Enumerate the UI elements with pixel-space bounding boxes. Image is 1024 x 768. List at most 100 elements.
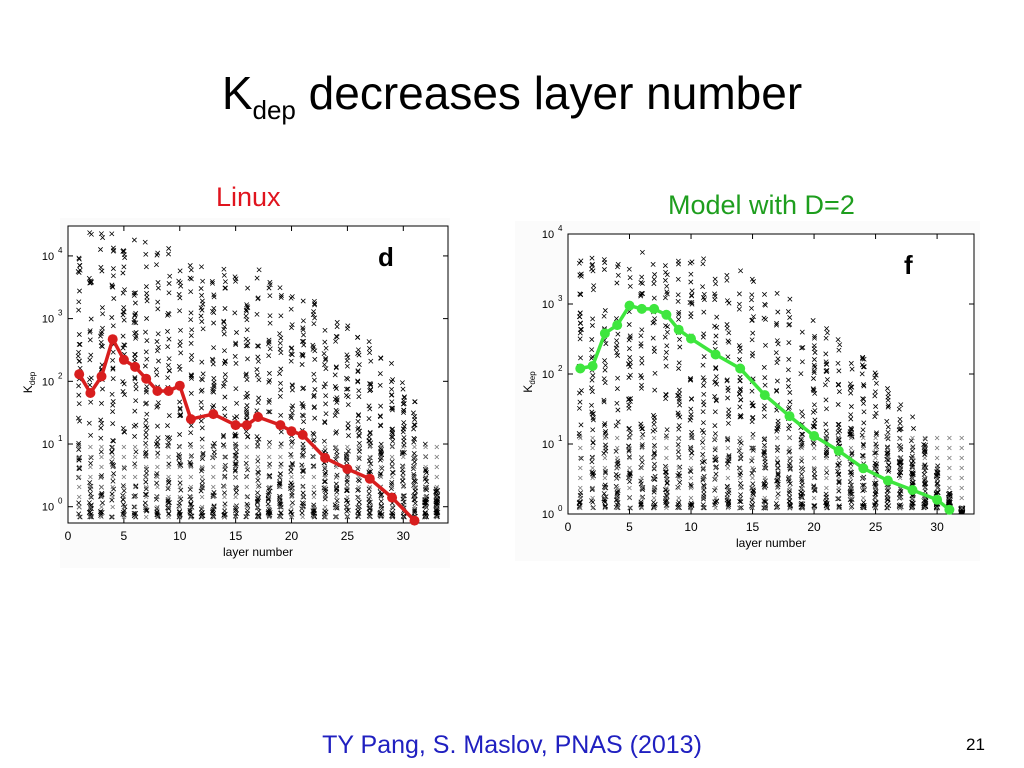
scatter-point	[401, 394, 407, 400]
scatter-point	[243, 336, 249, 342]
scatter-point	[614, 338, 620, 344]
scatter-point	[99, 514, 104, 520]
scatter-point	[243, 514, 249, 520]
scatter-point	[355, 368, 361, 374]
scatter-point	[412, 510, 417, 516]
scatter-point	[333, 364, 339, 370]
scatter-point	[775, 481, 781, 487]
scatter-point	[602, 308, 608, 313]
scatter-point	[333, 338, 339, 344]
scatter-point	[664, 495, 669, 501]
scatter-point	[824, 475, 829, 481]
scatter-point	[410, 410, 416, 416]
scatter-point	[774, 445, 780, 451]
scatter-point	[811, 376, 816, 381]
scatter-point	[278, 461, 284, 467]
y-tick-exponent: 3	[58, 309, 63, 318]
scatter-point	[613, 448, 619, 454]
scatter-point	[121, 444, 127, 450]
scatter-point	[872, 393, 878, 399]
y-tick-label: 10	[42, 251, 54, 263]
scatter-point	[922, 455, 928, 461]
scatter-point	[750, 403, 756, 409]
scatter-point	[724, 277, 730, 283]
scatter-point	[401, 514, 406, 520]
scatter-point	[132, 312, 138, 318]
scatter-point	[200, 450, 206, 456]
scatter-point	[255, 354, 261, 360]
scatter-point	[762, 301, 768, 307]
scatter-point	[312, 348, 318, 354]
scatter-point	[155, 435, 161, 441]
scatter-point	[811, 387, 816, 393]
scatter-point	[88, 474, 93, 480]
series-point	[141, 373, 152, 384]
scatter-point	[77, 288, 82, 294]
scatter-point	[311, 494, 317, 500]
scatter-point	[109, 282, 115, 288]
scatter-point	[166, 474, 171, 480]
scatter-point	[576, 431, 582, 436]
scatter-point	[378, 454, 384, 460]
scatter-point	[947, 495, 952, 501]
scatter-point	[368, 461, 374, 467]
scatter-point	[639, 435, 645, 441]
scatter-point	[934, 465, 940, 471]
scatter-point	[166, 368, 172, 374]
scatter-point	[133, 386, 139, 392]
scatter-point	[366, 469, 372, 475]
scatter-point	[188, 513, 194, 519]
scatter-point	[233, 484, 238, 490]
scatter-point	[311, 484, 317, 490]
scatter-point	[165, 312, 170, 318]
scatter-point	[798, 500, 804, 506]
scatter-point	[345, 402, 351, 408]
scatter-point	[724, 461, 730, 467]
scatter-point	[289, 325, 294, 331]
scatter-point	[322, 494, 328, 500]
scatter-point	[233, 360, 239, 366]
scatter-point	[142, 363, 148, 369]
scatter-point	[255, 458, 261, 464]
scatter-point	[762, 382, 768, 388]
scatter-point	[322, 381, 328, 387]
scatter-point	[199, 504, 205, 510]
scatter-point	[800, 345, 806, 350]
scatter-point	[910, 465, 915, 471]
scatter-point	[312, 415, 318, 421]
scatter-point	[133, 333, 139, 339]
scatter-point	[366, 458, 372, 464]
scatter-point	[378, 464, 384, 470]
scatter-point	[688, 483, 694, 489]
scatter-point	[210, 361, 216, 367]
scatter-point	[676, 366, 682, 371]
scatter-point	[188, 464, 194, 470]
scatter-point	[244, 454, 250, 460]
scatter-point	[356, 352, 362, 358]
scatter-point	[244, 504, 250, 510]
scatter-point	[848, 360, 854, 366]
x-tick-label: 0	[65, 529, 72, 543]
scatter-point	[166, 444, 171, 450]
scatter-point	[627, 495, 632, 501]
scatter-point	[243, 313, 249, 319]
scatter-point	[233, 490, 239, 495]
scatter-point	[300, 494, 305, 500]
scatter-point	[401, 494, 406, 500]
scatter-point	[774, 338, 780, 344]
series-point	[342, 464, 353, 474]
scatter-point	[256, 395, 262, 401]
scatter-point	[700, 409, 706, 415]
scatter-point	[811, 467, 817, 473]
scatter-point	[627, 455, 632, 461]
scatter-point	[199, 319, 205, 324]
scatter-point	[132, 474, 138, 480]
scatter-point	[109, 497, 115, 503]
scatter-point	[664, 329, 670, 335]
scatter-point	[725, 354, 731, 360]
scatter-point	[211, 310, 217, 316]
scatter-point	[188, 496, 194, 502]
scatter-point	[254, 500, 260, 506]
scatter-point	[873, 484, 879, 490]
series-point	[784, 411, 795, 422]
